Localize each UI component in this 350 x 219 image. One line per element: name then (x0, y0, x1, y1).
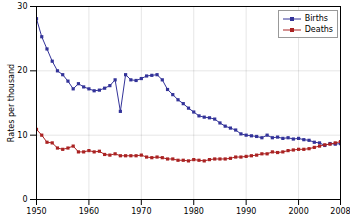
svg-text:1950: 1950 (26, 207, 46, 216)
svg-text:2000: 2000 (288, 207, 308, 216)
svg-text:Rates per thousand: Rates per thousand (7, 64, 16, 142)
svg-text:0: 0 (22, 195, 27, 204)
svg-text:20: 20 (17, 66, 27, 75)
svg-text:2008: 2008 (330, 207, 350, 216)
svg-text:30: 30 (17, 2, 27, 11)
svg-text:1990: 1990 (236, 207, 256, 216)
svg-text:1970: 1970 (131, 207, 151, 216)
html-text:Births: Births (304, 14, 328, 23)
svg-text:1960: 1960 (79, 207, 99, 216)
html-text:Deaths: Deaths (304, 25, 333, 34)
svg-text:10: 10 (17, 131, 27, 140)
svg-text:1980: 1980 (184, 207, 204, 216)
